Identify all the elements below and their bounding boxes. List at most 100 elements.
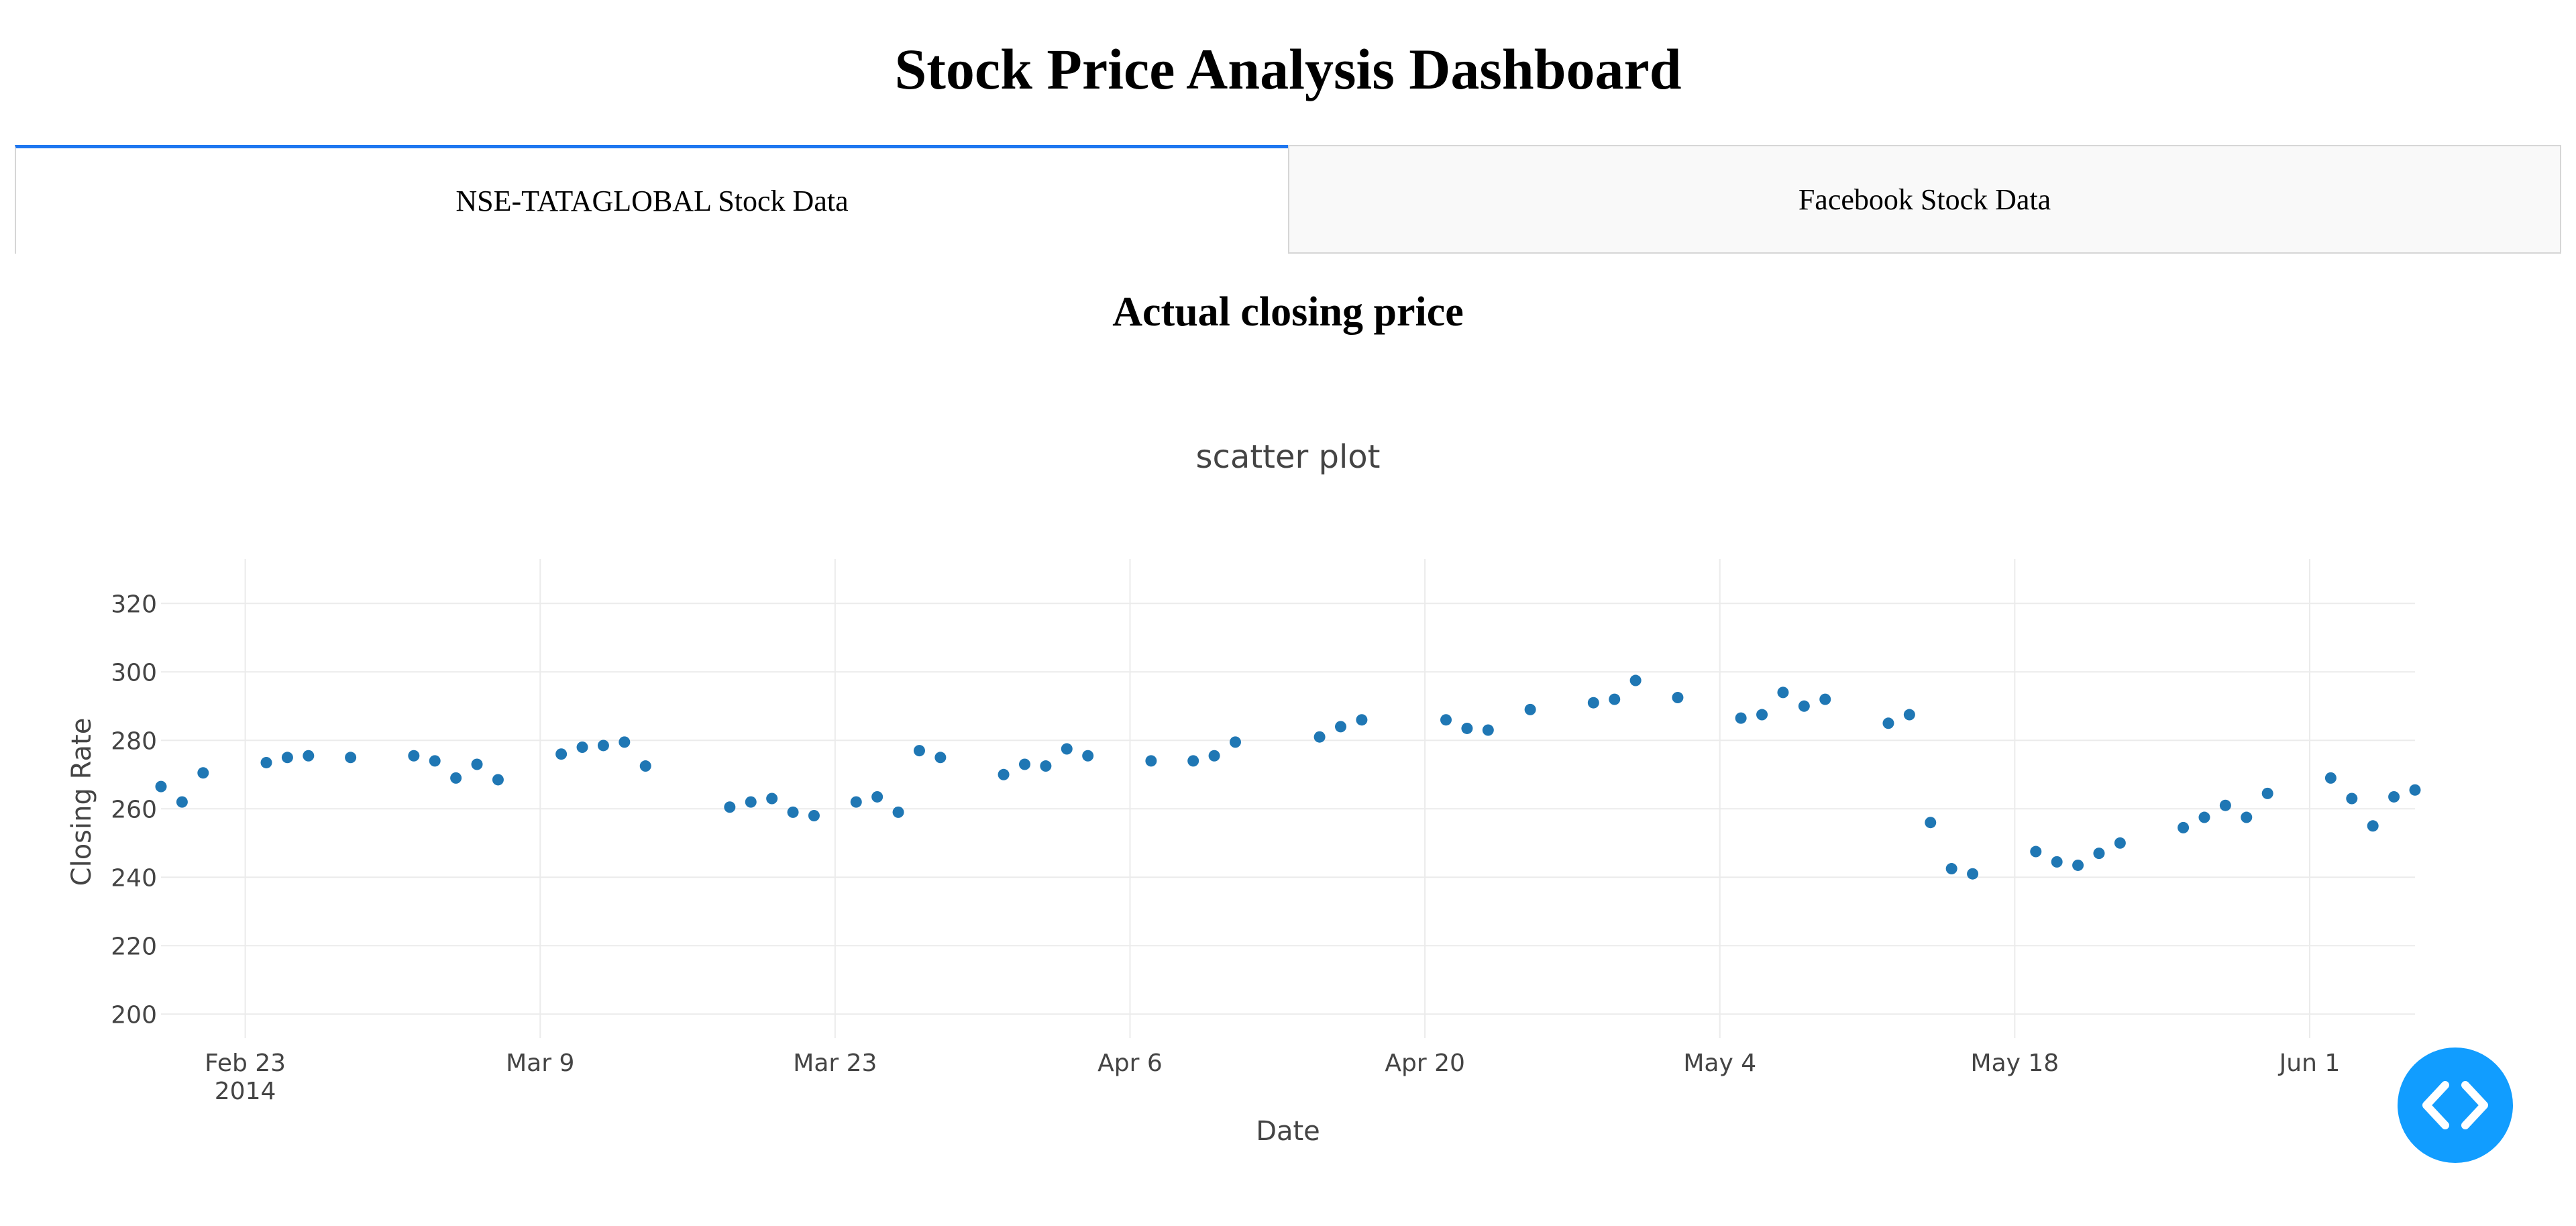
y-tick-label: 300 (111, 659, 157, 686)
data-point[interactable] (850, 796, 862, 808)
data-point[interactable] (1187, 755, 1199, 767)
data-point[interactable] (2241, 811, 2253, 823)
y-tick-label: 240 (111, 864, 157, 892)
data-point[interactable] (1587, 697, 1599, 709)
x-tick-label: Apr 6 (1097, 1050, 1163, 1077)
data-point[interactable] (1672, 692, 1684, 704)
grid (161, 559, 2415, 1038)
data-point[interactable] (1882, 717, 1894, 729)
data-point[interactable] (1609, 693, 1621, 705)
data-point[interactable] (808, 810, 820, 821)
data-point[interactable] (787, 806, 799, 818)
data-point[interactable] (471, 758, 483, 770)
data-point[interactable] (1945, 863, 1957, 875)
x-tick-sublabel: 2014 (215, 1078, 276, 1105)
data-point[interactable] (2178, 821, 2190, 833)
data-point[interactable] (1313, 731, 1326, 743)
data-point[interactable] (1082, 750, 1094, 762)
tab-nse-tataglobal[interactable]: NSE-TATAGLOBAL Stock Data (15, 145, 1288, 254)
data-point[interactable] (429, 755, 441, 767)
data-point[interactable] (1798, 700, 1810, 712)
data-point[interactable] (2409, 784, 2421, 796)
y-tick-label: 200 (111, 1001, 157, 1029)
data-point[interactable] (1356, 714, 1368, 726)
data-point[interactable] (1061, 743, 1073, 755)
data-point[interactable] (2367, 820, 2379, 832)
data-point[interactable] (1145, 755, 1157, 767)
data-point[interactable] (619, 736, 631, 748)
data-point[interactable] (2388, 790, 2400, 803)
data-point[interactable] (2072, 859, 2084, 871)
x-tick-label: Mar 23 (793, 1050, 877, 1077)
data-point[interactable] (2324, 772, 2337, 784)
y-tick-label: 320 (111, 591, 157, 618)
data-point[interactable] (260, 756, 272, 768)
data-point[interactable] (303, 750, 315, 762)
y-tick-label: 260 (111, 796, 157, 823)
data-point[interactable] (1524, 703, 1536, 715)
data-point[interactable] (1440, 714, 1452, 726)
y-axis-title: Closing Rate (66, 718, 97, 886)
x-tick-label: Feb 23 (205, 1050, 286, 1077)
data-point[interactable] (1967, 868, 1979, 880)
data-point[interactable] (576, 742, 588, 753)
data-point[interactable] (724, 801, 736, 813)
data-point[interactable] (408, 750, 420, 762)
data-point[interactable] (597, 739, 609, 752)
data-point[interactable] (871, 790, 883, 803)
data-point[interactable] (1756, 709, 1768, 721)
data-point[interactable] (1461, 722, 1473, 734)
x-tick-label: May 18 (1971, 1050, 2059, 1077)
y-tick-label: 280 (111, 727, 157, 755)
code-icon (2422, 1081, 2488, 1129)
data-point[interactable] (1040, 760, 1052, 772)
data-point[interactable] (1819, 693, 1831, 705)
data-point[interactable] (492, 774, 504, 786)
section-title: Actual closing price (1112, 289, 1464, 335)
data-point[interactable] (555, 748, 568, 760)
data-point[interactable] (176, 796, 188, 808)
data-point[interactable] (998, 768, 1010, 780)
code-toggle-button[interactable] (2398, 1048, 2513, 1163)
chart-title: scatter plot (1196, 438, 1381, 476)
data-point[interactable] (892, 806, 904, 818)
data-point[interactable] (639, 760, 651, 772)
data-point[interactable] (1208, 750, 1220, 762)
tab-facebook[interactable]: Facebook Stock Data (1288, 145, 2561, 254)
data-point[interactable] (745, 796, 757, 808)
data-point[interactable] (2346, 793, 2358, 805)
data-point[interactable] (2261, 787, 2273, 799)
data-point[interactable] (1777, 686, 1789, 699)
x-tick-label: Mar 9 (506, 1050, 574, 1077)
data-point[interactable] (1482, 724, 1494, 736)
data-point[interactable] (1925, 817, 1937, 829)
x-tick-label: Apr 20 (1385, 1050, 1465, 1077)
data-points (155, 674, 2421, 880)
data-point[interactable] (2093, 848, 2105, 860)
data-point[interactable] (1335, 721, 1347, 733)
data-point[interactable] (1903, 709, 1915, 721)
tab-bar: NSE-TATAGLOBAL Stock Data Facebook Stock… (15, 145, 2561, 254)
data-point[interactable] (450, 772, 462, 784)
data-point[interactable] (197, 767, 209, 779)
data-point[interactable] (2114, 837, 2126, 849)
x-tick-label: Jun 1 (2278, 1050, 2341, 1077)
data-point[interactable] (766, 793, 778, 805)
page-title: Stock Price Analysis Dashboard (894, 37, 1682, 101)
data-point[interactable] (281, 752, 293, 764)
data-point[interactable] (1018, 758, 1030, 770)
y-tick-label: 220 (111, 933, 157, 960)
data-point[interactable] (345, 752, 357, 764)
data-point[interactable] (2219, 799, 2231, 811)
data-point[interactable] (913, 745, 925, 757)
data-point[interactable] (2051, 856, 2063, 868)
data-point[interactable] (2030, 846, 2042, 858)
data-point[interactable] (2198, 811, 2210, 823)
data-point[interactable] (1735, 712, 1747, 724)
data-point[interactable] (1629, 674, 1642, 686)
data-point[interactable] (155, 780, 167, 793)
data-point[interactable] (934, 752, 947, 764)
data-point[interactable] (1229, 736, 1241, 748)
